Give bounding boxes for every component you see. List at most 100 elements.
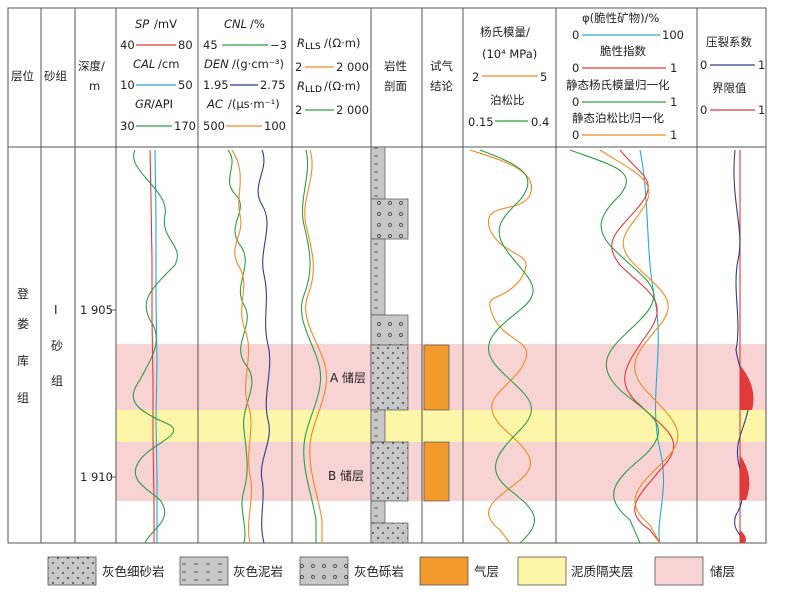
frac-coef-fill-a (740, 365, 754, 410)
lim-max: 1 (758, 103, 765, 117)
fc-min: 0 (700, 58, 707, 72)
pr-title: 泊松比 (490, 93, 525, 107)
rlls-name: R (297, 36, 305, 50)
svg-text:娄: 娄 (17, 316, 29, 331)
bi-max: 1 (670, 61, 677, 75)
header-depth-unit: m (89, 79, 100, 93)
header-gas-test-2: 结论 (430, 79, 453, 93)
ac-max: 100 (264, 119, 286, 133)
gas-layer-a (423, 344, 450, 411)
ym-norm-title: 静态杨氏模量归一化 (566, 78, 670, 92)
ym-norm-min: 0 (572, 95, 579, 109)
reservoir-label-a: A 储层 (330, 370, 366, 385)
gr-max: 170 (174, 119, 196, 133)
legend-label-gas: 气层 (474, 564, 499, 579)
ym-curve (469, 149, 533, 544)
pr-min: 0.15 (468, 115, 494, 129)
rlld-max: 2 000 (336, 103, 369, 117)
pr-norm-max: 1 (670, 128, 677, 142)
fc-title: 压裂系数 (706, 35, 752, 49)
sp-name: SP (135, 17, 149, 31)
cnl-max: −3 (270, 38, 287, 52)
bi-min: 0 (572, 61, 579, 75)
ym-min: 2 (472, 70, 479, 84)
frac-coef-fill-c (740, 530, 746, 543)
reservoir-label-b: B 储层 (328, 468, 364, 483)
legend-label-fine-sandstone: 灰色细砂岩 (102, 564, 165, 579)
ym-norm-curve (569, 149, 659, 544)
cal-min: 10 (120, 78, 135, 92)
header-layer: 层位 (11, 69, 34, 83)
rlld-unit: /(Ω·m) (324, 79, 361, 93)
gr-curve (132, 149, 178, 544)
track3-header: R LLS /(Ω·m) 2 2 000 R LLD /(Ω·m) 2 2 00… (295, 36, 369, 117)
ac-name: AC (206, 97, 223, 111)
rlld-name: R (297, 79, 305, 93)
log-curves (132, 149, 754, 544)
rlls-min: 2 (295, 60, 302, 74)
legend-label-mud-interlayer: 泥质隔夹层 (571, 564, 634, 579)
cal-curve (154, 149, 158, 543)
header-lithology-1: 岩性 (384, 59, 407, 73)
header-lithology-2: 剖面 (384, 79, 407, 93)
pr-norm-title: 静态泊松比归一化 (572, 111, 664, 125)
rlld-curve (300, 149, 322, 543)
cal-name: CAL (133, 57, 155, 71)
bi-curve (611, 149, 675, 544)
svg-text:库: 库 (17, 353, 29, 368)
rlls-unit: /(Ω·m) (324, 36, 361, 50)
pr-curve (479, 149, 535, 544)
sp-min: 40 (120, 38, 135, 52)
svg-text:砂: 砂 (51, 339, 63, 353)
cal-max: 50 (178, 78, 193, 92)
rlls-curve (304, 149, 328, 543)
depth-label-1905: 1 905 (80, 303, 113, 317)
bi-title: 脆性指数 (600, 44, 646, 58)
phi-title: φ(脆性矿物)/% (582, 11, 659, 25)
ym-unit: (10⁴ MPa) (482, 47, 537, 61)
track1-header: SP /mV 40 80 CAL /cm 10 50 GR /API 30 17… (120, 17, 196, 133)
header-sand-group: 砂组 (44, 69, 67, 83)
gr-min: 30 (120, 119, 135, 133)
svg-text:I: I (54, 303, 58, 317)
ac-unit: /(μs·m⁻¹) (228, 97, 280, 111)
ac-min: 500 (203, 119, 225, 133)
rlls-sub: LLS (305, 42, 321, 52)
track5-header: 杨氏模量/ (10⁴ MPa) 2 5 泊松比 0.15 0.4 (468, 25, 549, 129)
den-min: 1.95 (203, 78, 229, 92)
legend-swatch-conglomerate (299, 556, 349, 586)
sp-unit: /mV (154, 17, 177, 31)
svg-text:组: 组 (17, 391, 29, 405)
phi-max: 100 (662, 28, 684, 42)
legend-label-mudstone: 灰色泥岩 (233, 564, 283, 579)
sp-curve (149, 149, 155, 543)
header-gas-test-1: 试气 (430, 59, 453, 73)
phi-min: 0 (572, 28, 579, 42)
ym-title: 杨氏模量/ (480, 25, 530, 39)
track2-header: CNL /% 45 −3 DEN /(g·cm⁻³) 1.95 2.75 AC … (203, 17, 287, 133)
header-depth-title: 深度/ (78, 59, 105, 73)
cnl-name: CNL (224, 17, 247, 31)
rlls-max: 2 000 (336, 60, 369, 74)
lim-title: 界限值 (712, 81, 747, 95)
den-name: DEN (204, 57, 229, 71)
gr-unit: /API (151, 97, 173, 111)
phi-curve (639, 149, 665, 544)
svg-text:登: 登 (17, 286, 29, 301)
legend-swatch-reservoir (654, 556, 704, 586)
ym-norm-max: 1 (670, 95, 677, 109)
depth-scale: 1 905 1 910 (80, 303, 116, 484)
den-unit: /(g·cm⁻³) (232, 57, 284, 71)
ac-curve (231, 149, 252, 544)
den-max: 2.75 (260, 78, 286, 92)
pr-max: 0.4 (531, 115, 549, 129)
gr-name: GR (135, 97, 152, 111)
svg-text:组: 组 (51, 374, 63, 388)
fc-max: 1 (758, 58, 765, 72)
legend-swatch-mudstone (179, 556, 229, 586)
cnl-min: 45 (203, 38, 218, 52)
pr-norm-curve (599, 149, 679, 544)
legend-swatch-mud-interlayer (517, 556, 567, 586)
cnl-unit: /% (250, 17, 265, 31)
